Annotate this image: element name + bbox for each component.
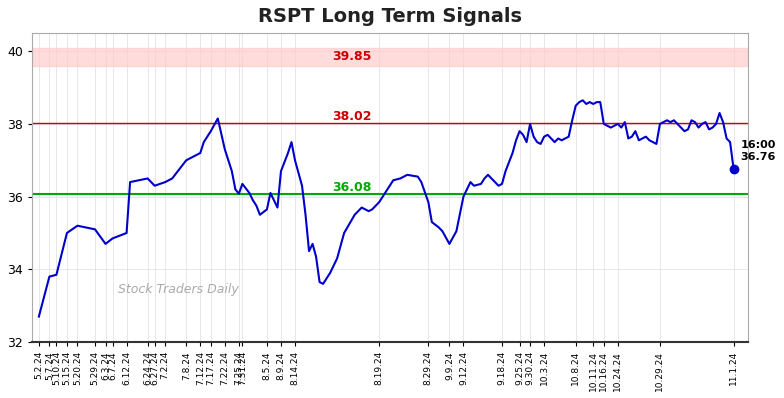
Bar bbox=[32, 48, 748, 66]
Title: RSPT Long Term Signals: RSPT Long Term Signals bbox=[258, 7, 521, 26]
Text: Stock Traders Daily: Stock Traders Daily bbox=[118, 283, 238, 296]
Text: 16:00
36.76: 16:00 36.76 bbox=[741, 140, 776, 162]
Text: 36.08: 36.08 bbox=[332, 181, 372, 194]
Text: 39.85: 39.85 bbox=[332, 50, 372, 63]
Text: 38.02: 38.02 bbox=[332, 110, 372, 123]
